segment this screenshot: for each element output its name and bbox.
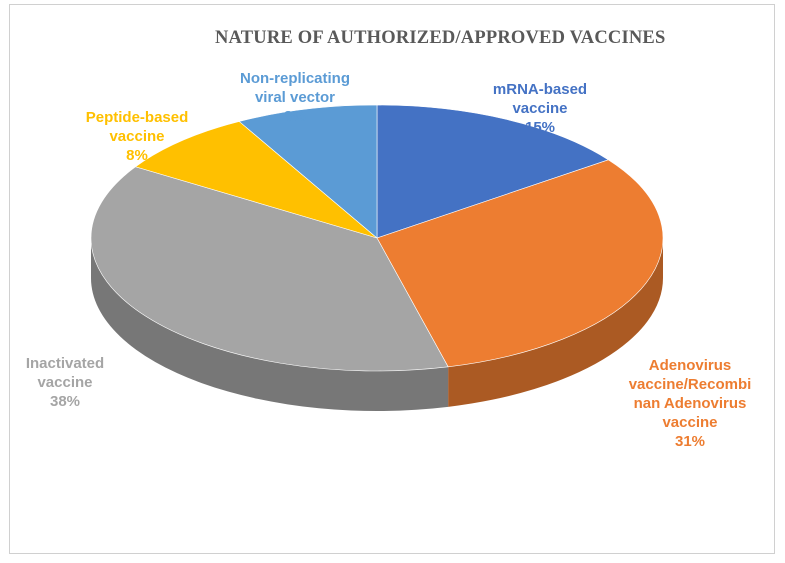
slice-top-1: [376, 159, 664, 368]
slice-top-0: [376, 104, 610, 239]
label-inactivated: Inactivated vaccine 38%: [25, 355, 105, 410]
label-mrna: mRNA-based vaccine 15%: [492, 81, 588, 136]
slice-top-4: [238, 104, 378, 239]
slice-top-3: [134, 121, 378, 239]
slice-side-1: [448, 238, 663, 407]
slice-top-2: [90, 166, 449, 372]
pie-side-walls: [91, 238, 663, 411]
label-adenovirus: Adenovirus vaccine/Recombi nan Adenoviru…: [628, 357, 752, 450]
label-peptide: Peptide-based vaccine 8%: [85, 109, 189, 164]
slice-side-2: [91, 238, 449, 411]
chart-title: NATURE OF AUTHORIZED/APPROVED VACCINES: [215, 28, 666, 48]
label-viral-vector: Non-replicating viral vector 8%: [239, 70, 350, 125]
pie-top-faces: [90, 104, 664, 372]
